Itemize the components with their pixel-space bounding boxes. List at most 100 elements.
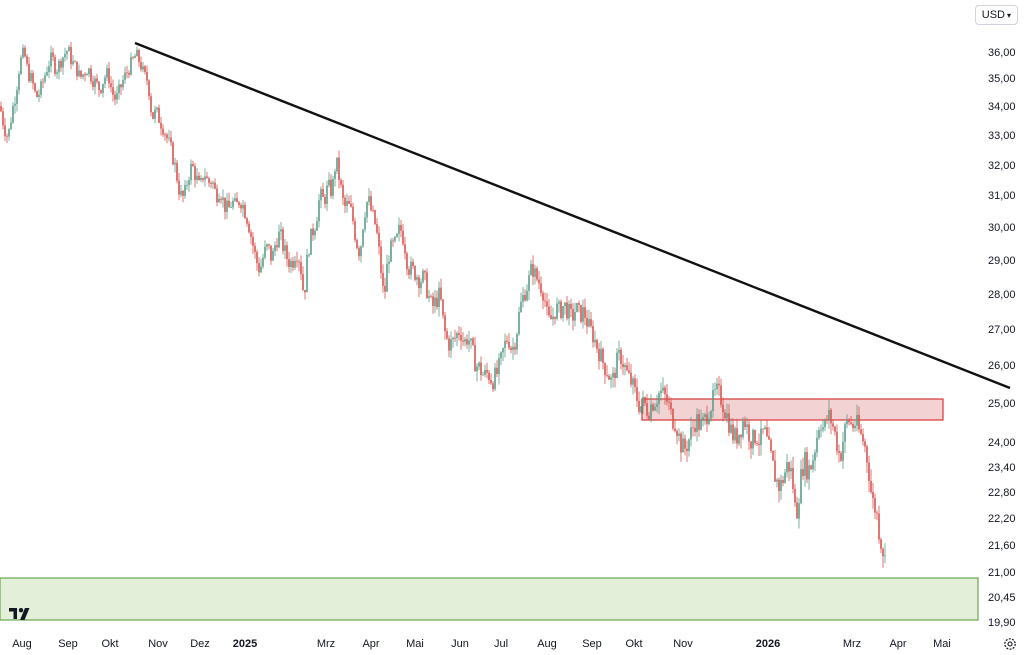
candle-body: [112, 87, 114, 95]
candle-body: [366, 202, 368, 218]
candle-body: [794, 488, 796, 503]
candle-body: [294, 260, 296, 268]
candle-body: [630, 372, 632, 385]
candle-body: [50, 52, 52, 67]
candle-body: [22, 47, 24, 58]
candle-body: [320, 189, 322, 201]
candle-body: [98, 81, 100, 90]
candle-body: [150, 96, 152, 113]
candle-body: [706, 414, 708, 425]
candle-body: [666, 394, 668, 402]
candle-body: [608, 376, 610, 380]
candle-body: [46, 72, 48, 76]
candle-body: [472, 338, 474, 345]
currency-selector[interactable]: USD ▾: [974, 5, 1018, 25]
candle-body: [546, 301, 548, 307]
candle-body: [676, 431, 678, 436]
candles-layer: [0, 41, 886, 568]
candle-body: [816, 437, 818, 453]
candle-body: [380, 246, 382, 273]
candle-body: [744, 421, 746, 427]
candle-body: [444, 315, 446, 332]
candle-body: [100, 89, 102, 93]
candle-body: [104, 77, 106, 84]
y-tick-label: 34,00: [988, 101, 1016, 113]
candle-body: [694, 427, 696, 432]
candle-body: [376, 224, 378, 233]
candle-body: [146, 71, 148, 81]
candle-body: [70, 46, 72, 65]
y-tick-label: 22,80: [988, 487, 1016, 499]
candle-body: [182, 190, 184, 196]
candle-body: [550, 315, 552, 320]
candle-body: [414, 266, 416, 280]
candle-body: [204, 176, 206, 180]
candle-body: [338, 157, 340, 181]
y-tick-label: 21,00: [988, 567, 1016, 579]
candle-body: [334, 171, 336, 179]
y-tick-label: 26,00: [988, 360, 1016, 372]
candle-body: [382, 272, 384, 286]
candle-body: [714, 389, 716, 391]
candle-body: [660, 390, 662, 394]
candle-body: [78, 70, 80, 77]
candle-body: [410, 261, 412, 275]
candle-body: [246, 218, 248, 224]
candle-body: [606, 375, 608, 377]
candle-body: [4, 125, 6, 136]
candle-body: [554, 316, 556, 319]
candle-body: [772, 451, 774, 461]
candle-body: [402, 230, 404, 245]
candle-body: [176, 162, 178, 181]
candle-body: [572, 308, 574, 321]
candle-body: [652, 404, 654, 411]
candle-body: [556, 303, 558, 319]
candle-body: [742, 421, 744, 438]
candle-body: [838, 450, 840, 453]
candle-body: [266, 244, 268, 247]
candle-body: [576, 303, 578, 313]
candle-body: [86, 74, 88, 76]
y-tick-label: 19,90: [988, 617, 1016, 629]
candle-body: [326, 185, 328, 204]
candle-body: [522, 295, 524, 302]
candle-body: [30, 73, 32, 81]
candle-body: [680, 433, 682, 453]
candle-body: [540, 283, 542, 294]
candle-body: [822, 427, 824, 430]
candle-body: [624, 365, 626, 368]
candle-body: [798, 503, 800, 519]
candle-body: [430, 295, 432, 297]
candle-body: [506, 340, 508, 342]
x-tick-label: Aug: [12, 638, 32, 650]
y-tick-label: 28,00: [988, 289, 1016, 301]
y-tick-label: 24,00: [988, 437, 1016, 449]
candle-body: [396, 233, 398, 237]
candle-body: [356, 239, 358, 249]
candle-body: [802, 469, 804, 476]
candle-body: [858, 414, 860, 430]
candle-body: [300, 262, 302, 275]
candle-body: [620, 349, 622, 364]
candle-body: [28, 63, 30, 81]
candle-body: [216, 188, 218, 203]
candle-body: [388, 261, 390, 264]
candle-body: [476, 366, 478, 372]
candle-body: [750, 441, 752, 449]
candle-body: [460, 334, 462, 341]
x-tick-label: Okt: [625, 638, 642, 650]
candle-body: [738, 434, 740, 444]
gear-icon[interactable]: [1003, 637, 1017, 651]
candle-body: [644, 397, 646, 404]
candle-body: [156, 107, 158, 110]
candle-body: [692, 427, 694, 429]
candle-body: [450, 339, 452, 351]
candle-body: [482, 374, 484, 376]
candle-body: [322, 189, 324, 197]
candle-body: [568, 304, 570, 319]
candle-body: [10, 122, 12, 129]
candle-body: [42, 81, 44, 83]
candle-body: [870, 480, 872, 493]
candle-body: [404, 244, 406, 254]
